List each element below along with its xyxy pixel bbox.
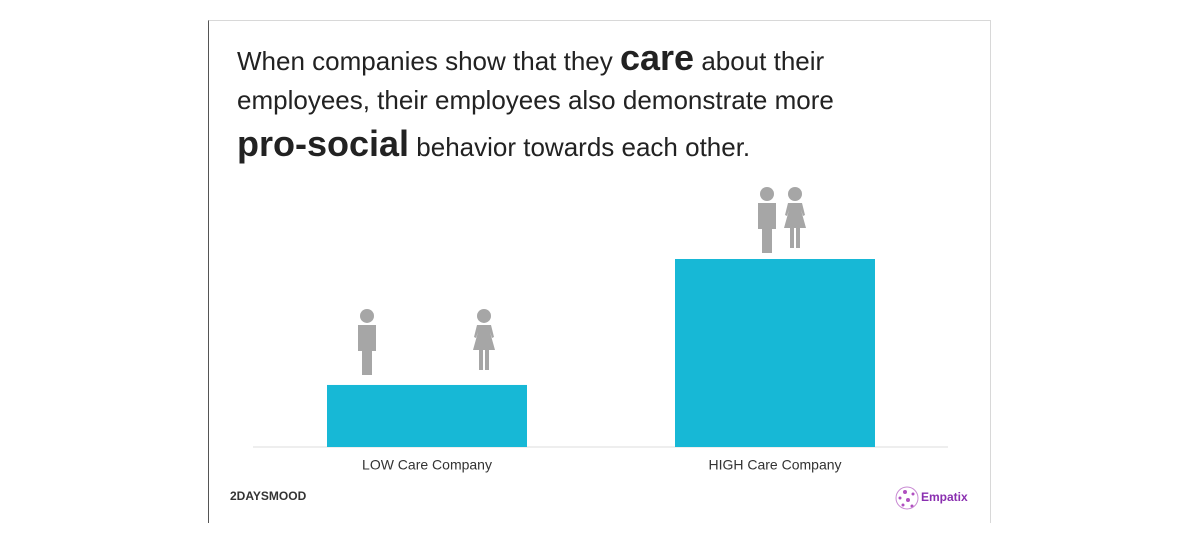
logo-left: 2DAYSMOOD [230,489,307,503]
title-text: about their [701,46,825,76]
person-icon [473,308,495,370]
bar [675,259,875,447]
person-head [477,308,491,323]
x-tick-label: HIGH Care Company [708,457,841,473]
person-head [788,187,802,201]
person-icon [784,187,806,248]
title-line: employees, their employees also demonstr… [237,79,834,122]
title-emphasis: pro-social [237,123,410,164]
person-head [760,187,774,201]
title-emphasis: care [620,37,695,78]
person-icon [358,308,376,375]
title-text: When companies show that they [237,46,613,76]
x-tick-label: LOW Care Company [362,457,492,473]
chart-title: When companies show that they care about… [237,36,834,165]
slide-card [208,20,991,523]
person-icon [758,187,776,253]
logo-right: Empatix [921,490,968,504]
title-line: When companies show that they care about… [237,36,834,79]
title-text: behavior towards each other. [416,132,751,162]
bar [327,384,527,447]
logo-right-icon [895,486,919,510]
title-line: pro-social behavior towards each other. [237,122,834,165]
person-body [758,203,776,253]
title-text: employees, their employees also demonstr… [237,85,834,115]
person-body [358,324,376,375]
person-body [473,324,495,370]
person-head [360,308,374,323]
person-body [784,203,806,248]
